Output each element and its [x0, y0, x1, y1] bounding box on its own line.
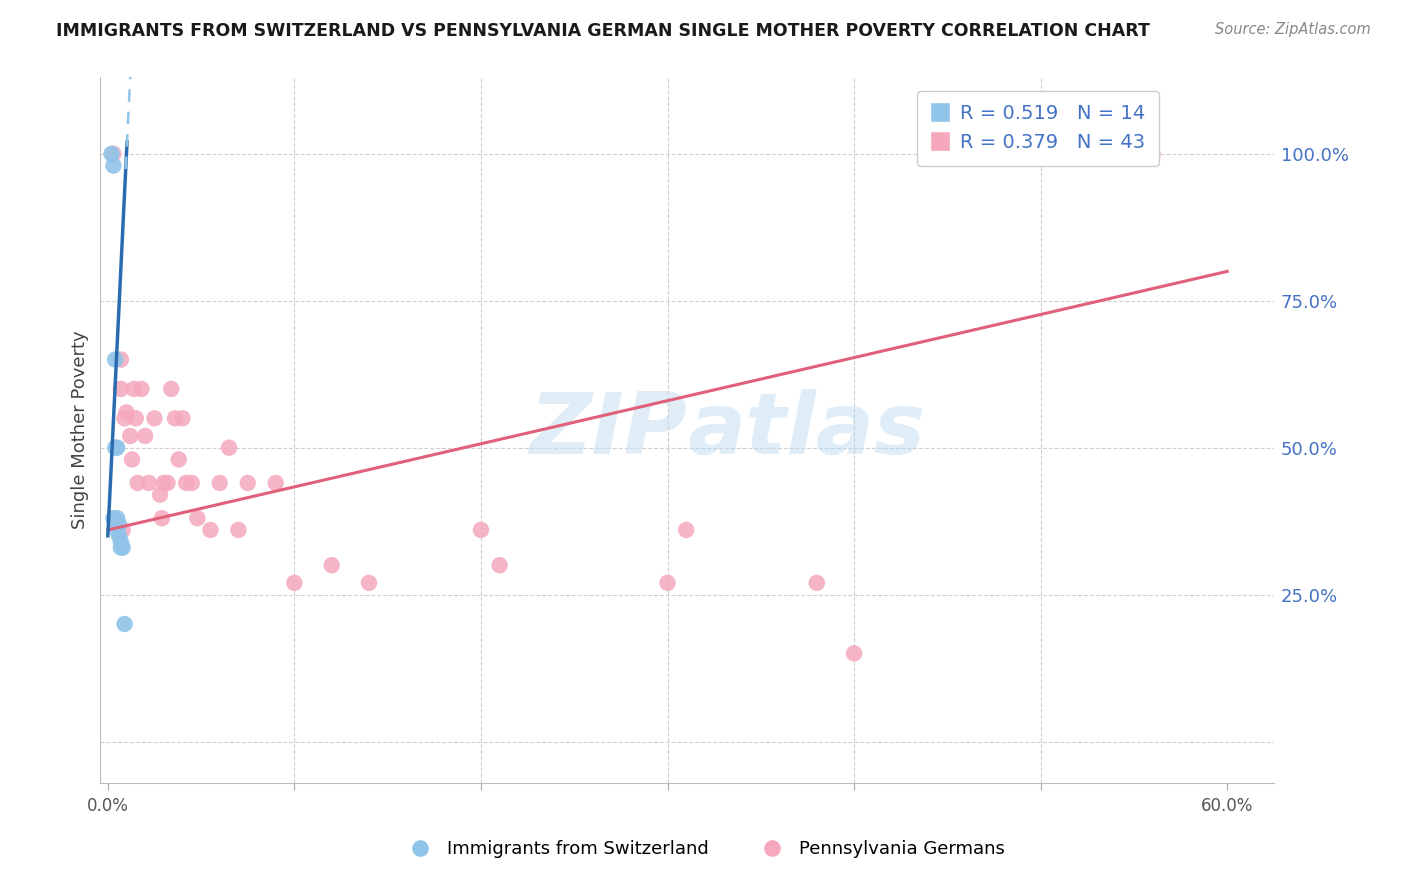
Point	[675, 523, 697, 537]
Point	[110, 352, 132, 367]
Point	[105, 511, 128, 525]
Point	[131, 382, 153, 396]
Point	[357, 575, 380, 590]
Point	[120, 429, 142, 443]
Point	[488, 558, 510, 573]
Point	[105, 517, 128, 532]
Point	[122, 382, 145, 396]
Point	[208, 475, 231, 490]
Point	[103, 159, 125, 173]
Point	[160, 382, 183, 396]
Point	[125, 411, 148, 425]
Point	[167, 452, 190, 467]
Point	[180, 475, 202, 490]
Point	[103, 511, 125, 525]
Point	[152, 475, 174, 490]
Point	[108, 529, 131, 543]
Text: atlas: atlas	[688, 389, 925, 472]
Point	[111, 523, 134, 537]
Point	[150, 511, 173, 525]
Point	[228, 523, 250, 537]
Point	[110, 541, 132, 555]
Point	[127, 475, 149, 490]
Point	[138, 475, 160, 490]
Point	[134, 429, 156, 443]
Point	[156, 475, 179, 490]
Point	[103, 146, 125, 161]
Text: IMMIGRANTS FROM SWITZERLAND VS PENNSYLVANIA GERMAN SINGLE MOTHER POVERTY CORRELA: IMMIGRANTS FROM SWITZERLAND VS PENNSYLVA…	[56, 22, 1150, 40]
Point	[218, 441, 240, 455]
Point	[806, 575, 828, 590]
Text: ZIP: ZIP	[530, 389, 688, 472]
Point	[470, 523, 492, 537]
Point	[236, 475, 259, 490]
Y-axis label: Single Mother Poverty: Single Mother Poverty	[72, 331, 89, 529]
Point	[149, 488, 172, 502]
Point	[105, 523, 128, 537]
Point	[110, 382, 132, 396]
Point	[1142, 146, 1164, 161]
Point	[321, 558, 343, 573]
Point	[110, 534, 132, 549]
Point	[111, 541, 134, 555]
Text: Source: ZipAtlas.com: Source: ZipAtlas.com	[1215, 22, 1371, 37]
Legend: R = 0.519   N = 14, R = 0.379   N = 43: R = 0.519 N = 14, R = 0.379 N = 43	[917, 91, 1159, 166]
Point	[186, 511, 208, 525]
Point	[172, 411, 194, 425]
Point	[842, 646, 865, 660]
Point	[104, 441, 127, 455]
Point	[143, 411, 166, 425]
Point	[108, 517, 131, 532]
Point	[115, 405, 138, 419]
Point	[114, 617, 136, 632]
Point	[121, 452, 143, 467]
Point	[200, 523, 222, 537]
Point	[104, 352, 127, 367]
Point	[105, 441, 128, 455]
Point	[114, 411, 136, 425]
Point	[657, 575, 679, 590]
Point	[264, 475, 287, 490]
Legend: Immigrants from Switzerland, Pennsylvania Germans: Immigrants from Switzerland, Pennsylvani…	[394, 833, 1012, 865]
Point	[174, 475, 197, 490]
Point	[283, 575, 305, 590]
Point	[100, 146, 122, 161]
Point	[163, 411, 186, 425]
